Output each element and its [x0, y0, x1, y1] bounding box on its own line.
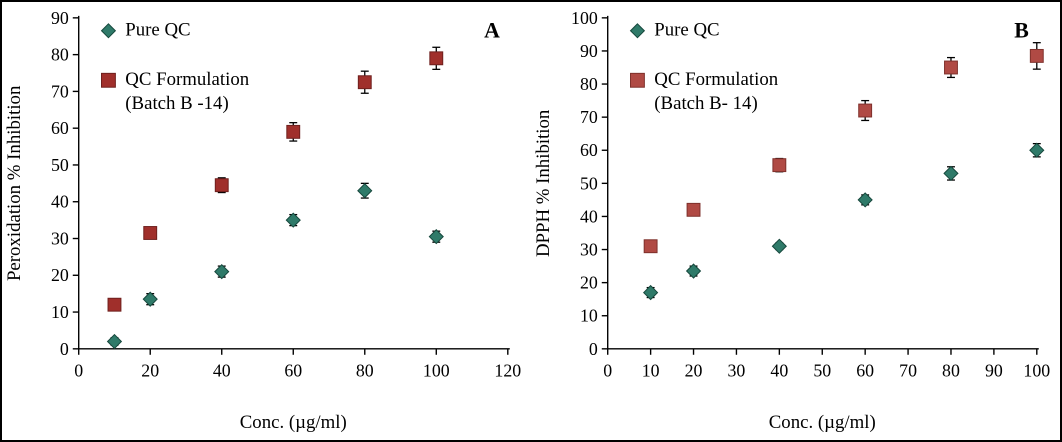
y-tick-label: 50 [580, 173, 598, 193]
y-axis-title: Peroxidation % Inhibition [4, 85, 25, 281]
x-tick-label: 0 [74, 361, 83, 381]
y-axis-title: DPPH % Inhibition [533, 109, 554, 257]
x-tick-label: 60 [856, 361, 874, 381]
data-point [107, 297, 122, 312]
y-tick-label: 0 [60, 339, 69, 359]
y-tick-label: 20 [51, 265, 69, 285]
y-tick-label: 90 [580, 41, 598, 61]
y-tick-label: 70 [51, 81, 69, 101]
y-tick-label: 10 [580, 306, 598, 326]
data-point [357, 183, 373, 199]
legend-label: (Batch B -14) [125, 93, 228, 114]
data-point [106, 333, 123, 350]
panel-b-dpph-chart: 0 10 20 30 40 50 60 70 80 90 100 0 10 20 30 40 50 60 70 80 9… [531, 2, 1060, 440]
data-point [214, 178, 229, 193]
legend-label: Pure QC [125, 20, 190, 41]
peroxidation-scatter-plot: 0 20 40 60 80 100 120 0 10 20 30 40 50 60 70 80 90 Conc. … [4, 8, 521, 433]
panel-a-peroxidation-chart: 0 20 40 60 80 100 120 0 10 20 30 40 50 60 70 80 90 Conc. … [2, 2, 531, 440]
data-point [643, 239, 658, 254]
x-tick-label: 40 [770, 361, 788, 381]
data-point [428, 229, 444, 245]
y-tick-label: 80 [51, 45, 69, 65]
y-tick-label: 30 [580, 239, 598, 259]
y-tick-label: 0 [589, 339, 598, 359]
panel-label: A [484, 19, 500, 43]
legend-square-marker [630, 72, 645, 88]
data-point [429, 51, 444, 66]
legend-label: (Batch B- 14) [654, 93, 757, 114]
x-tick-label: 60 [284, 361, 302, 381]
y-tick-label: 70 [580, 107, 598, 127]
data-point [771, 238, 787, 254]
x-tick-label: 50 [813, 361, 831, 381]
data-point [357, 75, 372, 90]
y-tick-label: 100 [571, 8, 598, 28]
x-tick-label: 80 [942, 361, 960, 381]
data-point [857, 192, 873, 208]
legend-diamond-marker [629, 23, 646, 39]
x-tick-label: 10 [642, 361, 660, 381]
data-point [944, 60, 958, 75]
y-tick-label: 50 [51, 155, 69, 175]
x-tick-label: 100 [1023, 361, 1050, 381]
data-point [1029, 48, 1044, 63]
x-tick-label: 90 [985, 361, 1003, 381]
y-tick-label: 60 [51, 118, 69, 138]
x-tick-label: 30 [728, 361, 746, 381]
data-point [285, 212, 301, 228]
data-point [858, 103, 873, 118]
legend-label: QC Formulation [654, 69, 778, 90]
x-axis-title: Conc. (µg/ml) [769, 412, 876, 433]
y-tick-label: 60 [580, 140, 598, 160]
dpph-scatter-plot: 0 10 20 30 40 50 60 70 80 90 100 0 10 20 30 40 50 60 70 80 9… [533, 8, 1050, 433]
x-tick-label: 120 [494, 361, 521, 381]
legend-label: QC Formulation [125, 69, 249, 90]
y-tick-label: 20 [580, 273, 598, 293]
data-point [943, 165, 959, 182]
y-tick-label: 40 [51, 192, 69, 212]
y-tick-label: 80 [580, 74, 598, 94]
x-tick-label: 80 [356, 361, 374, 381]
legend-label: Pure QC [654, 20, 719, 41]
data-point [642, 284, 659, 301]
x-tick-label: 0 [603, 361, 612, 381]
data-point [772, 158, 787, 173]
data-point [1029, 142, 1045, 158]
x-tick-label: 20 [141, 361, 159, 381]
y-tick-label: 10 [51, 302, 69, 322]
data-point [286, 124, 301, 139]
legend-square-marker [101, 72, 116, 88]
data-point [214, 263, 230, 280]
data-point [686, 202, 701, 217]
data-point [685, 263, 702, 279]
y-tick-label: 40 [580, 206, 598, 226]
x-tick-label: 20 [685, 361, 703, 381]
data-point [142, 291, 158, 307]
x-tick-label: 70 [899, 361, 917, 381]
y-tick-label: 90 [51, 8, 69, 28]
y-tick-label: 30 [51, 228, 69, 248]
data-point [143, 226, 158, 240]
x-axis-title: Conc. (µg/ml) [240, 412, 347, 433]
x-tick-label: 100 [423, 361, 450, 381]
legend-diamond-marker [100, 23, 117, 39]
panel-label: B [1014, 19, 1029, 43]
x-tick-label: 40 [213, 361, 231, 381]
